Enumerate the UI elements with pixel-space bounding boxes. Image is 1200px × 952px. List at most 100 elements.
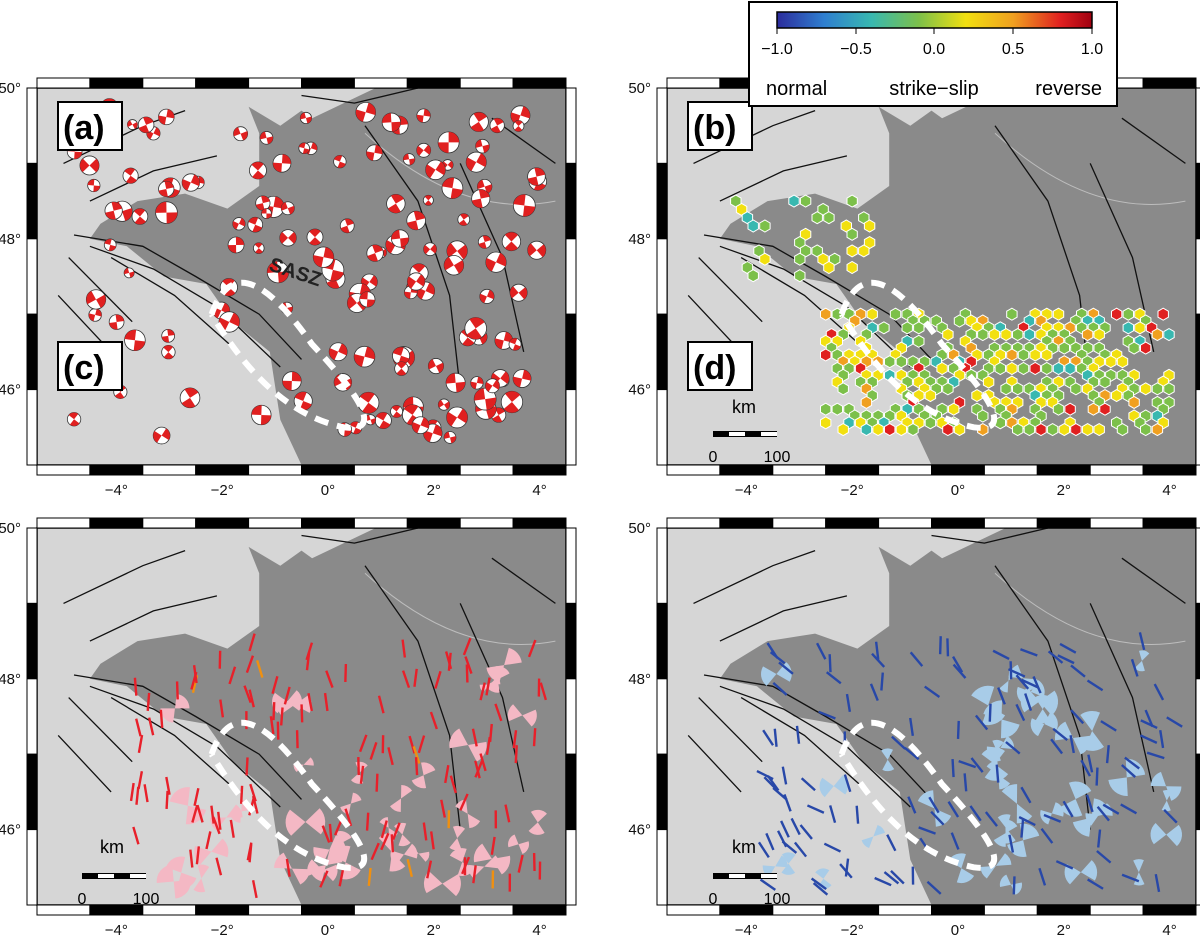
shmax-orientation-bar <box>1085 794 1094 813</box>
regime-hexagon <box>1041 361 1053 376</box>
shmax-orientation-bar <box>249 783 257 802</box>
lat-tick-label: 50° <box>0 520 21 537</box>
shmax-orientation-bar <box>434 670 442 689</box>
shmax-orientation-bar <box>133 677 138 696</box>
shmax-orientation-bar <box>783 794 792 812</box>
beachball-quadrant <box>254 242 263 249</box>
regime-hexagon <box>1000 328 1012 342</box>
focal-mechanism-beachball <box>122 167 139 184</box>
frame-top-segment <box>878 517 932 529</box>
shmax-orientation-bar <box>414 757 419 776</box>
regime-hexagon <box>1128 341 1140 355</box>
beachball-quadrant <box>450 436 456 444</box>
shmax-uncertainty-fan <box>861 836 874 849</box>
frame-left-segment <box>26 389 38 466</box>
focal-mechanism-beachball <box>508 337 522 351</box>
frame-bottom-segment <box>666 464 721 476</box>
shmax-orientation-bar <box>406 858 413 878</box>
shmax-orientation-bar <box>909 717 915 736</box>
beachball-quadrant <box>396 361 407 369</box>
shmax-uncertainty-fan <box>449 838 462 851</box>
focal-mechanism-beachball <box>282 371 302 391</box>
beachball-quadrant <box>313 255 324 268</box>
shmax-uncertainty-fan <box>1080 711 1101 731</box>
shmax-orientation-bar <box>793 841 808 858</box>
shmax-orientation-bar <box>190 671 198 690</box>
beachball-quadrant <box>432 424 443 437</box>
beachball-quadrant <box>448 131 460 143</box>
fault-line <box>301 87 419 104</box>
beachball-quadrant <box>133 340 146 351</box>
shmax-orientation-bar <box>1144 709 1154 728</box>
beachball-quadrant <box>447 160 454 169</box>
shmax-uncertainty-fan <box>819 777 834 798</box>
regime-hexagon <box>1070 423 1082 437</box>
shmax-uncertainty-fan <box>394 822 407 835</box>
panel-c: −4° −2° 0° 2° 4° 50° 48° 46° <box>0 517 577 939</box>
shmax-uncertainty-fan <box>390 798 402 812</box>
beachball-quadrant <box>184 387 199 398</box>
shmax-uncertainty-fan <box>504 647 522 666</box>
shmax-uncertainty-fan <box>1039 690 1059 716</box>
beachball-quadrant <box>129 271 135 278</box>
beachball-quadrant <box>326 278 340 289</box>
beachball-quadrant <box>161 428 171 441</box>
shmax-orientation-bar <box>1070 709 1085 725</box>
lon-tick-label: 0° <box>321 482 335 499</box>
shmax-orientation-bar <box>504 804 511 823</box>
colorbar: −1.0 −0.5 0.0 0.5 1.0 normal strike−slip… <box>748 1 1118 107</box>
frame-right-segment <box>565 527 577 604</box>
shmax-orientation-bar <box>952 663 967 679</box>
beachball-quadrant <box>109 322 118 330</box>
fault-line <box>89 155 218 202</box>
frame-bottom-segment <box>983 904 1038 916</box>
beachball-quadrant <box>453 260 464 274</box>
shmax-uncertainty-fan <box>226 804 243 818</box>
focal-mechanism-beachball <box>280 201 295 216</box>
shmax-orientation-bar <box>159 709 164 728</box>
regime-hexagon <box>1052 307 1065 321</box>
beachball-quadrant <box>391 121 401 132</box>
shmax-uncertainty-fan <box>1044 711 1058 730</box>
frame-left-segment <box>656 162 668 240</box>
beachball-quadrant <box>310 142 318 151</box>
focal-mechanism-beachball <box>446 406 468 429</box>
shmax-orientation-bar <box>947 801 960 818</box>
fault-line <box>1089 603 1155 793</box>
focal-mechanism-beachball <box>124 329 146 351</box>
beachball-quadrant <box>261 208 267 214</box>
shmax-uncertainty-fan <box>1064 864 1081 885</box>
beachball-quadrant <box>409 158 415 165</box>
frame-top-segment <box>825 517 880 529</box>
focal-mechanism-beachball <box>425 159 446 181</box>
frame-top-segment <box>36 77 91 89</box>
shmax-orientation-bar <box>1059 642 1077 654</box>
shmax-uncertainty-fan <box>401 784 413 799</box>
shmax-orientation-bar <box>828 654 832 673</box>
beachball-quadrant <box>163 345 173 353</box>
shmax-uncertainty-fan <box>1080 860 1098 881</box>
panel-b-letter-box: (b) <box>687 101 753 151</box>
beachball-quadrant <box>158 115 167 125</box>
frame-bottom-segment <box>1036 904 1091 916</box>
frame-bottom-segment <box>719 464 774 476</box>
lon-tick-label: 0° <box>951 922 965 939</box>
focal-mechanism-beachball <box>392 346 411 365</box>
fault-line <box>73 674 302 800</box>
beachball-quadrant <box>248 217 259 225</box>
beachball-quadrant <box>412 263 426 273</box>
panel-a-letter-box: (a) <box>57 101 123 151</box>
shmax-uncertainty-fan <box>980 865 996 879</box>
colorbar-tick-2: −0.5 <box>840 41 872 58</box>
shmax-orientation-bar <box>924 685 941 698</box>
shmax-uncertainty-fan <box>418 851 430 862</box>
shmax-orientation-bar <box>1015 674 1030 690</box>
shmax-orientation-bar <box>1166 716 1183 728</box>
frame-left-segment <box>26 313 38 391</box>
frame-bottom-segment <box>983 464 1038 476</box>
beachball-quadrant <box>69 419 80 427</box>
shmax-orientation-bar <box>444 651 453 670</box>
shmax-uncertainty-fan <box>322 864 338 882</box>
lon-tick-label: 0° <box>951 482 965 499</box>
